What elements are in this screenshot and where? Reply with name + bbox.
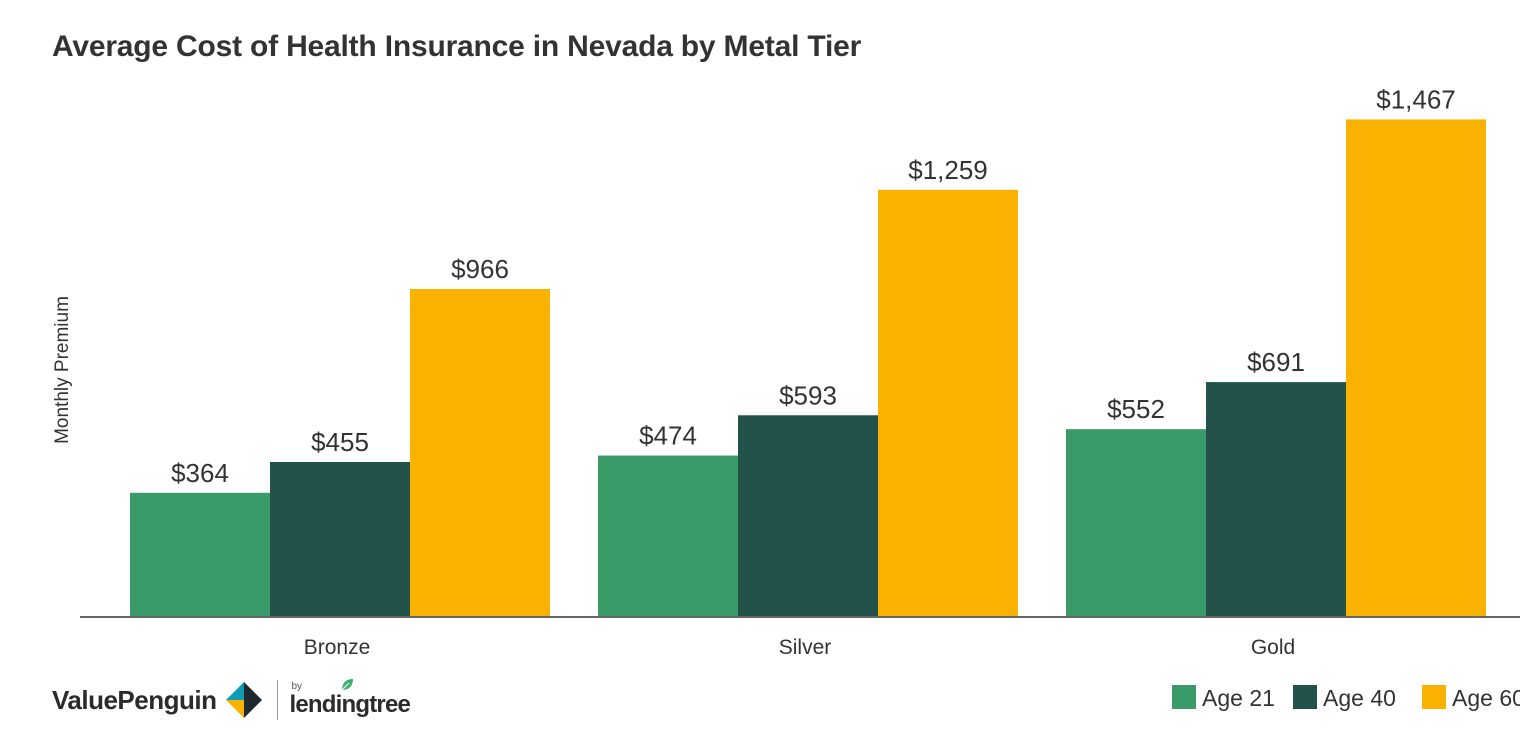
bar-bronze-age-40 [270, 461, 410, 616]
bar-silver-age-21 [598, 455, 738, 616]
data-label: $691 [1247, 347, 1305, 377]
data-label: $552 [1107, 394, 1165, 424]
x-tick-label: Gold [1251, 636, 1295, 659]
bar-silver-age-40 [738, 415, 878, 616]
legend-label: Age 21 [1202, 685, 1275, 711]
legend-swatch [1422, 685, 1446, 709]
data-label: $593 [779, 380, 837, 410]
legend-swatch [1172, 685, 1196, 709]
x-tick-label: Silver [779, 636, 832, 659]
bar-gold-age-40 [1206, 382, 1346, 616]
data-label: $364 [171, 458, 229, 488]
legend: Age 21 Age 40 Age 60 [1172, 685, 1520, 711]
labels-group: $364 $455 $966 Bronze $474 $593 $1,259 Silver $5… [171, 84, 1456, 659]
bar-bronze-age-21 [130, 492, 270, 616]
chart-title: Average Cost of Health Insurance in Neva… [52, 30, 862, 63]
logo-divider [276, 680, 278, 720]
lendingtree-by-text: by [291, 681, 303, 692]
legend-swatch [1293, 685, 1317, 709]
x-tick-label: Bronze [304, 636, 371, 659]
brand-logos: ValuePenguin by lendingtree [52, 672, 411, 728]
lendingtree-logo: by lendingtree [289, 679, 411, 718]
valuepenguin-logo-icon [225, 682, 262, 718]
data-label: $966 [451, 254, 509, 284]
bar-bronze-age-60 [410, 289, 550, 616]
bars-group [130, 119, 1486, 617]
bar-silver-age-60 [878, 189, 1018, 617]
data-label: $1,467 [1376, 84, 1456, 114]
y-axis-label: Monthly Premium [52, 296, 73, 444]
bar-gold-age-21 [1066, 429, 1206, 616]
leaf-icon [341, 679, 353, 691]
data-label: $474 [639, 421, 697, 451]
valuepenguin-wordmark: ValuePenguin [52, 684, 217, 715]
data-label: $455 [311, 427, 369, 457]
lendingtree-wordmark: lendingtree [289, 691, 411, 718]
bar-gold-age-60 [1346, 119, 1486, 616]
data-label: $1,259 [908, 155, 988, 185]
legend-label: Age 60 [1452, 685, 1520, 711]
legend-label: Age 40 [1323, 685, 1396, 711]
